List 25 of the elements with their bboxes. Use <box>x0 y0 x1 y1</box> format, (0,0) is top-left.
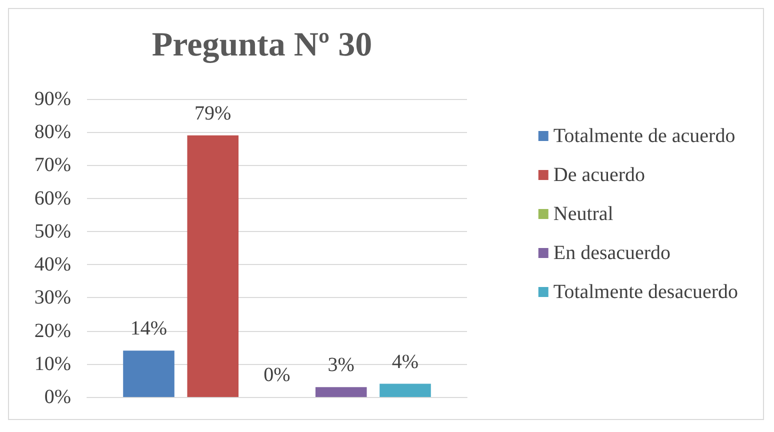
legend-label: En desacuerdo <box>553 242 671 264</box>
y-tick-label: 50% <box>34 220 71 242</box>
y-tick-label: 70% <box>34 154 71 176</box>
y-tick-label: 40% <box>34 254 71 276</box>
y-tick-label: 60% <box>34 187 71 210</box>
legend-label: Totalmente desacuerdo <box>553 281 738 303</box>
bar <box>187 135 239 397</box>
legend-label: De acuerdo <box>553 164 645 186</box>
y-tick-label: 10% <box>34 352 71 375</box>
legend-label: Neutral <box>553 203 614 225</box>
bar <box>315 387 367 397</box>
data-label: 0% <box>264 364 290 386</box>
bar <box>380 384 431 397</box>
y-tick-label: 20% <box>34 320 71 342</box>
data-label: 14% <box>130 318 168 340</box>
y-tick-label: 90% <box>34 88 71 110</box>
data-label: 4% <box>392 350 419 373</box>
data-label: 3% <box>328 354 354 376</box>
y-tick-label: 0% <box>44 386 71 408</box>
y-tick-label: 30% <box>34 286 71 309</box>
chart-title: Pregunta Nº 30 <box>152 26 372 64</box>
legend-label: Totalmente de acuerdo <box>553 125 736 147</box>
y-tick-label: 80% <box>34 121 71 144</box>
bar <box>123 350 174 397</box>
data-label: 79% <box>194 102 232 124</box>
